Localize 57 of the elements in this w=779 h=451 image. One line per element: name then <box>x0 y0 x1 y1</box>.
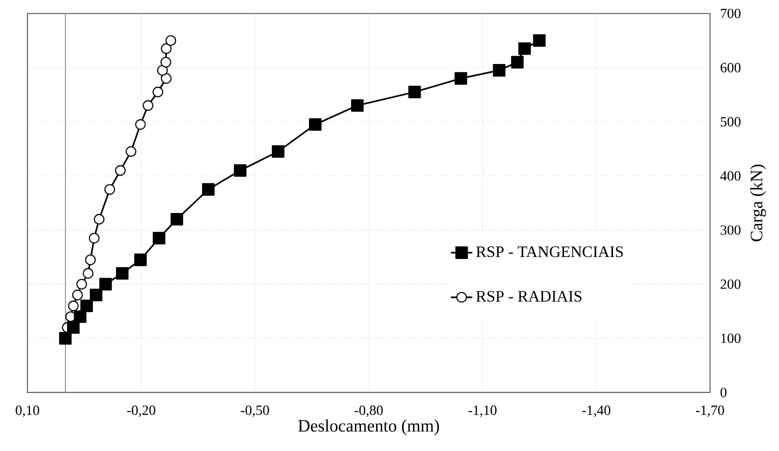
point <box>99 278 112 290</box>
point <box>116 267 129 280</box>
point <box>74 310 86 323</box>
x-tick-label: 0,10 <box>16 406 40 417</box>
point <box>88 232 100 244</box>
point <box>134 254 147 266</box>
point <box>492 64 506 77</box>
point <box>170 212 184 226</box>
point <box>202 183 215 196</box>
legend-label: RSP - TANGENCIAIS <box>476 246 623 258</box>
point <box>68 300 79 312</box>
y-tick-label: 500 <box>720 117 740 126</box>
y-tick-label: 300 <box>720 225 740 235</box>
point <box>351 99 364 112</box>
point <box>308 118 322 131</box>
x-axis-title: Deslocamento (mm) <box>298 419 439 436</box>
point <box>272 145 284 158</box>
y-tick-label: 700 <box>720 8 740 18</box>
x-tick-label: -1,70 <box>696 406 724 417</box>
point <box>67 321 80 334</box>
x-tick-label: -1,10 <box>468 406 497 417</box>
point <box>518 42 531 55</box>
x-tick-label: -0,50 <box>240 406 270 417</box>
point <box>152 86 164 98</box>
point <box>234 164 246 177</box>
y-axis-title: Carga (kN) <box>750 164 766 242</box>
x-tick-label: -1,40 <box>582 406 610 417</box>
y-tick-label: 600 <box>720 62 740 72</box>
point <box>157 64 168 76</box>
point <box>160 73 172 84</box>
point <box>115 165 126 176</box>
point <box>82 268 94 279</box>
y-tick-label: 100 <box>721 334 740 344</box>
x-tick-label: -0,80 <box>354 406 383 417</box>
point <box>160 56 172 68</box>
point <box>135 119 146 130</box>
point <box>533 34 546 47</box>
point <box>152 232 166 244</box>
point <box>94 214 104 225</box>
point <box>72 290 83 300</box>
point <box>454 72 468 85</box>
x-tick-label: -0,20 <box>127 406 156 417</box>
point <box>76 278 88 290</box>
point <box>408 86 421 98</box>
y-tick-label: 400 <box>720 171 740 181</box>
point <box>126 146 136 157</box>
point <box>511 56 524 68</box>
legend-label: RSP - RADIAIS <box>476 290 582 302</box>
point <box>90 288 102 302</box>
point <box>104 184 116 195</box>
y-tick-label: 200 <box>720 279 740 289</box>
point <box>165 35 176 46</box>
point <box>160 43 172 54</box>
point <box>80 300 93 312</box>
y-tick-label: 0 <box>720 388 726 398</box>
point <box>85 254 96 266</box>
point <box>142 100 154 111</box>
